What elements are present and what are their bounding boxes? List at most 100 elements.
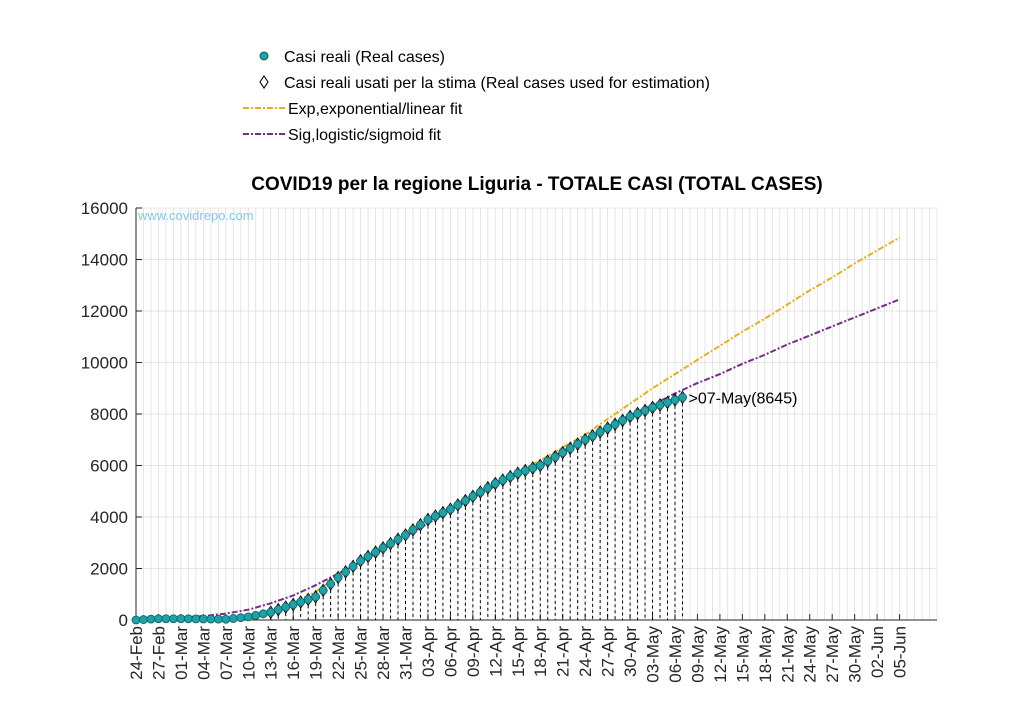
- real-case-point: [363, 552, 373, 561]
- real-case-point: [154, 614, 163, 624]
- x-tick-label: 04-Mar: [194, 626, 213, 680]
- real-case-point: [453, 500, 463, 510]
- real-case-point: [408, 525, 418, 535]
- real-case-point: [565, 443, 575, 453]
- x-tick-label: 21-May: [778, 626, 797, 683]
- chart-title: COVID19 per la regione Liguria - TOTALE …: [251, 174, 822, 195]
- real-case-point: [296, 597, 306, 607]
- x-tick-label: 03-Apr: [419, 626, 438, 677]
- real-case-point: [273, 605, 283, 615]
- x-tick-label: 16-Mar: [284, 626, 303, 680]
- x-tick-label: 24-May: [801, 626, 820, 683]
- y-tick-label: 4000: [90, 508, 128, 527]
- y-tick-label: 0: [119, 611, 128, 630]
- real-case-point: [588, 431, 598, 441]
- real-case-point: [401, 530, 410, 540]
- real-case-point: [655, 400, 665, 410]
- real-case-point: [333, 573, 343, 582]
- x-tick-label: 25-Mar: [352, 626, 371, 680]
- real-case-point: [228, 614, 238, 623]
- real-case-point: [386, 539, 395, 549]
- y-tick-label: 6000: [90, 457, 128, 476]
- x-tick-label: 03-May: [644, 626, 663, 683]
- x-tick-label: 13-Mar: [262, 626, 281, 680]
- x-tick-label: 21-Apr: [554, 626, 573, 677]
- legend-label-real-cases: Casi reali (Real cases): [284, 49, 445, 66]
- real-case-point: [595, 427, 605, 437]
- legend-label-sig-fit: Sig,logistic/sigmoid fit: [288, 127, 442, 144]
- x-tick-label: 15-Apr: [509, 626, 528, 677]
- real-case-point: [191, 614, 201, 624]
- legend: Casi reali (Real cases) Casi reali usati…: [243, 49, 710, 144]
- real-case-point: [169, 614, 178, 624]
- real-case-point: [528, 463, 538, 473]
- real-case-point: [505, 472, 515, 482]
- x-tick-label: 24-Apr: [576, 626, 595, 677]
- real-case-point: [131, 615, 141, 625]
- real-case-point: [393, 534, 403, 544]
- real-case-point: [423, 515, 433, 524]
- x-tick-label: 12-May: [711, 626, 730, 683]
- real-case-point: [558, 448, 568, 458]
- real-case-point: [326, 579, 336, 589]
- x-tick-label: 01-Mar: [172, 626, 191, 680]
- real-case-point: [550, 452, 560, 462]
- real-case-point: [573, 439, 583, 449]
- legend-marker-real-cases: [259, 51, 269, 61]
- real-case-point: [520, 466, 530, 476]
- x-tick-label: 31-Mar: [396, 626, 415, 680]
- real-case-point: [670, 395, 680, 405]
- real-case-point: [490, 479, 500, 488]
- real-case-point: [198, 614, 208, 624]
- real-case-point: [266, 607, 276, 617]
- real-case-point: [580, 435, 590, 445]
- real-case-point: [251, 610, 261, 620]
- real-case-point: [416, 520, 425, 530]
- x-tick-label: 22-Mar: [329, 626, 348, 680]
- x-tick-label: 06-May: [666, 626, 685, 683]
- real-case-point: [243, 612, 253, 622]
- real-case-point: [378, 543, 388, 553]
- real-case-point: [618, 416, 627, 425]
- real-case-point: [460, 496, 470, 506]
- x-tick-label: 12-Apr: [486, 626, 505, 677]
- real-case-point: [438, 508, 448, 518]
- sig-fit-line: [135, 298, 900, 620]
- real-case-point: [610, 419, 620, 429]
- real-case-point: [603, 423, 613, 433]
- real-case-point: [206, 614, 216, 624]
- y-tick-label: 2000: [90, 560, 128, 579]
- x-tick-label: 15-May: [733, 626, 752, 683]
- y-tick-label: 12000: [81, 302, 128, 321]
- x-tick-label: 19-Mar: [307, 626, 326, 680]
- real-case-point: [303, 595, 313, 604]
- x-tick-label: 30-May: [846, 626, 865, 683]
- real-case-point: [513, 468, 523, 478]
- real-case-point: [498, 475, 508, 485]
- real-case-point: [348, 561, 358, 571]
- real-case-point: [640, 406, 650, 415]
- real-case-point: [356, 556, 365, 566]
- x-tick-label: 05-Jun: [891, 626, 910, 678]
- real-case-point: [311, 592, 321, 602]
- real-case-point: [318, 585, 328, 595]
- real-case-point: [161, 614, 171, 624]
- legend-marker-estimation-cases: [259, 75, 269, 89]
- real-case-point: [281, 602, 291, 612]
- y-tick-label: 16000: [81, 199, 128, 218]
- x-tick-label: 10-Mar: [239, 626, 258, 680]
- x-tick-label: 18-May: [756, 626, 775, 683]
- real-case-point: [678, 392, 687, 402]
- real-case-point: [483, 483, 493, 493]
- real-case-point: [139, 615, 148, 624]
- x-tick-label: 28-Mar: [374, 626, 393, 680]
- x-tick-label: 27-Feb: [149, 626, 168, 680]
- real-case-point: [221, 614, 231, 624]
- real-case-point: [475, 487, 485, 497]
- y-tick-label: 10000: [81, 354, 128, 373]
- x-tick-label: 07-Mar: [217, 626, 236, 680]
- real-case-point: [535, 461, 545, 470]
- real-case-point: [648, 403, 657, 412]
- real-case-point: [213, 614, 223, 624]
